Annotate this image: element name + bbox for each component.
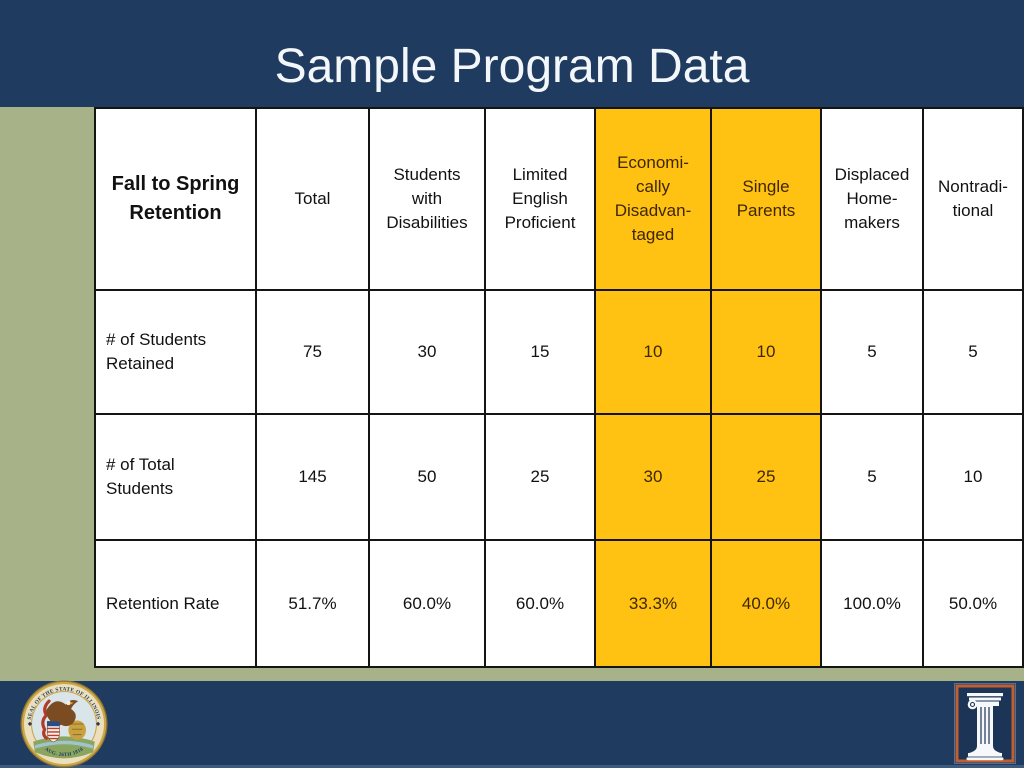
cell-value: 30 <box>594 413 712 541</box>
col-header-single-parents: Single Parents <box>710 107 822 291</box>
svg-text:AUG. 26TH 1818: AUG. 26TH 1818 <box>43 746 84 758</box>
cell-value: 50.0% <box>922 539 1024 668</box>
cell-value: 10 <box>594 289 712 415</box>
cell-value: 75 <box>255 289 370 415</box>
col-header-nontraditional: Nontradi- tional <box>922 107 1024 291</box>
col-header-fall-to-spring-retention: Fall to Spring Retention <box>94 107 257 291</box>
footer-accent-line <box>0 765 1024 768</box>
cell-value: 25 <box>484 413 596 541</box>
cell-value: 25 <box>710 413 822 541</box>
table-row-students-retained: # of Students Retained 75 30 15 10 10 5 … <box>94 289 1024 415</box>
cell-value: 30 <box>368 289 486 415</box>
cell-value: 33.3% <box>594 539 712 668</box>
cell-value: 10 <box>922 413 1024 541</box>
table-row-retention-rate: Retention Rate 51.7% 60.0% 60.0% 33.3% 4… <box>94 539 1024 668</box>
cell-value: 15 <box>484 289 596 415</box>
col-header-students-with-disabilities: Students with Disabilities <box>368 107 486 291</box>
slide-header: Sample Program Data <box>0 0 1024 107</box>
row-label: Retention Rate <box>94 539 257 668</box>
cell-value: 60.0% <box>484 539 596 668</box>
row-label: # of Total Students <box>94 413 257 541</box>
slide-footer <box>0 681 1024 768</box>
col-header-economically-disadvantaged: Economi- cally Disadvan- taged <box>594 107 712 291</box>
row-label: # of Students Retained <box>94 289 257 415</box>
cell-value: 100.0% <box>820 539 924 668</box>
cell-value: 50 <box>368 413 486 541</box>
col-header-displaced-homemakers: Displaced Home- makers <box>820 107 924 291</box>
slide-title: Sample Program Data <box>274 40 750 93</box>
col-header-limited-english-proficient: Limited English Proficient <box>484 107 596 291</box>
table-row-total-students: # of Total Students 145 50 25 30 25 5 10 <box>94 413 1024 541</box>
retention-data-table: Fall to Spring Retention Total Students … <box>94 107 1024 668</box>
col-header-total: Total <box>255 107 370 291</box>
cell-value: 145 <box>255 413 370 541</box>
illinois-state-seal-icon: SEAL OF THE STATE OF ILLINOIS AUG. 26TH … <box>20 680 108 768</box>
cell-value: 40.0% <box>710 539 822 668</box>
university-of-illinois-column-logo-icon <box>954 683 1016 764</box>
cell-value: 60.0% <box>368 539 486 668</box>
cell-value: 5 <box>922 289 1024 415</box>
cell-value: 51.7% <box>255 539 370 668</box>
seal-ring-text-bottom: AUG. 26TH 1818 <box>43 746 84 758</box>
table-header-row: Fall to Spring Retention Total Students … <box>94 107 1024 291</box>
cell-value: 5 <box>820 289 924 415</box>
cell-value: 10 <box>710 289 822 415</box>
cell-value: 5 <box>820 413 924 541</box>
